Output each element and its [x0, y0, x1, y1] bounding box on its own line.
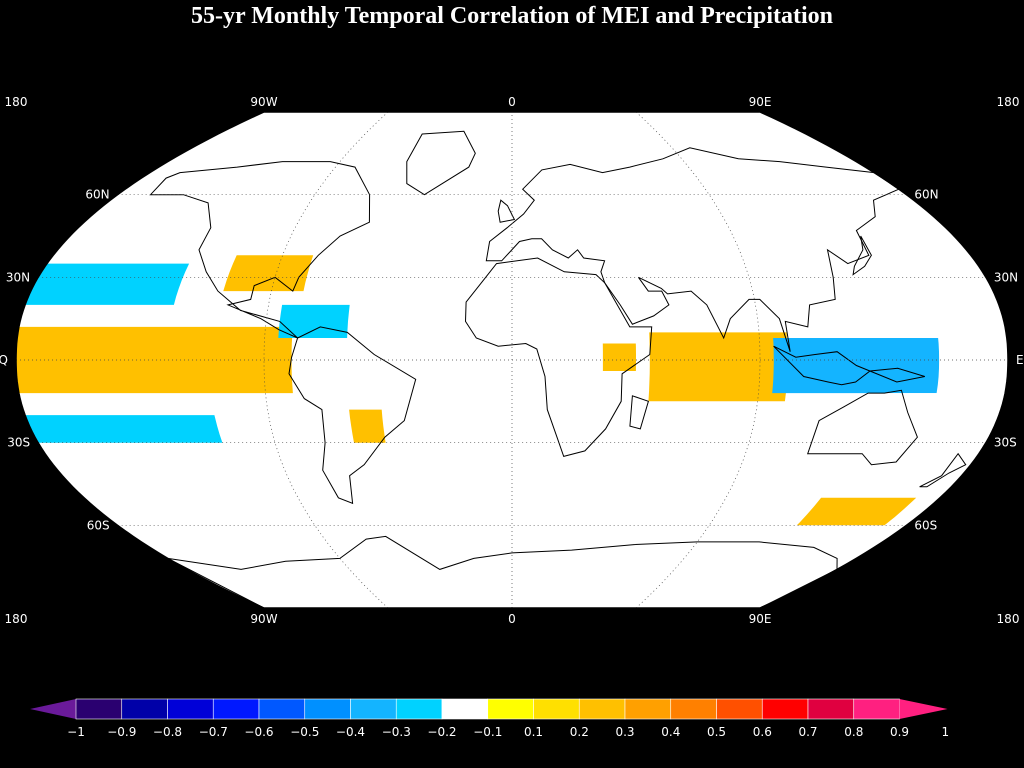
colorbar-tick-label: 1	[941, 725, 949, 739]
longitude-labels-bottom: 180 90W 0 90E 180	[5, 612, 1020, 626]
field-north-pacific-30n	[25, 263, 190, 305]
colorbar-below-triangle	[30, 699, 76, 719]
colorbar-swatch	[853, 698, 900, 720]
colorbar-tick-label: 0.6	[753, 725, 772, 739]
outline-south-america	[288, 326, 417, 505]
outline-japan	[852, 235, 872, 276]
colorbar-swatch	[212, 698, 260, 720]
colorbar-tick-label: 0.2	[570, 725, 589, 739]
lon-label-top: 90E	[749, 95, 772, 109]
field-southern-ocean-indian	[584, 464, 767, 493]
field-tropical-pacific-band	[16, 326, 293, 394]
field-east-africa	[602, 343, 636, 371]
lon-label-bottom: 90E	[749, 612, 772, 626]
globe-robinson	[16, 112, 1008, 608]
colorbar	[30, 698, 948, 720]
field-siberia	[676, 194, 838, 228]
colorbar-swatch	[395, 698, 443, 720]
lat-label-right: 60S	[914, 518, 937, 532]
colorbar-tick-label: 0.4	[661, 725, 680, 739]
field-southeast-pacific-60s	[796, 497, 917, 526]
continent-outlines	[149, 130, 967, 608]
lat-label-right: 30S	[994, 436, 1017, 450]
colorbar-tick-label: −0.7	[199, 725, 228, 739]
colorbar-tick-label: 0.7	[798, 725, 817, 739]
colorbar-swatch	[761, 698, 809, 720]
outline-greenland	[406, 130, 476, 196]
field-australia-east	[860, 393, 937, 457]
lat-label-right: 30N	[994, 270, 1018, 284]
lon-label-top: 180	[5, 95, 28, 109]
lon-label-top: 90W	[250, 95, 277, 109]
colorbar-swatch	[624, 698, 672, 720]
latitude-labels-right: 60N 30N EQ 30S 60S	[914, 188, 1024, 533]
colorbar-swatch	[167, 698, 214, 720]
colorbar-swatch	[807, 698, 855, 720]
lon-label-top: 180	[997, 95, 1020, 109]
colorbar-above-triangle	[899, 699, 948, 719]
lat-label-right: 60N	[914, 188, 938, 202]
outline-new-zealand	[919, 452, 967, 488]
outline-australia	[806, 389, 918, 466]
colorbar-tick-label: −0.2	[427, 725, 456, 739]
outline-africa	[464, 257, 653, 457]
colorbar-labels: −1 −0.9 −0.8 −0.7 −0.6 −0.5 −0.4 −0.3 −0.2 −0.1 0.…	[67, 725, 949, 739]
field-south-america-southeast	[349, 409, 386, 443]
colorbar-swatch	[441, 698, 489, 720]
colorbar-tick-label: −0.4	[336, 725, 365, 739]
lat-label-left: 60S	[87, 518, 110, 532]
field-gulf-coast-usa	[223, 255, 314, 292]
lat-label-left: EQ	[0, 353, 8, 367]
colorbar-swatch	[350, 698, 397, 720]
colorbar-swatch	[258, 698, 306, 720]
colorbar-tick-label: 0.8	[844, 725, 863, 739]
field-southern-africa	[559, 409, 607, 443]
field-southern-ocean-pacific	[112, 475, 329, 512]
outline-indonesia	[773, 345, 925, 386]
colorbar-tick-label: −0.6	[244, 725, 273, 739]
field-caribbean	[278, 304, 350, 338]
colorbar-tick-label: −0.9	[107, 725, 136, 739]
lat-label-left: 30S	[7, 436, 30, 450]
colorbar-swatch	[75, 698, 123, 720]
colorbar-swatch	[121, 698, 168, 720]
map-title: 55-yr Monthly Temporal Correlation of ME…	[191, 3, 833, 29]
globe-border	[15, 111, 1009, 609]
colorbar-swatch	[716, 698, 763, 720]
colorbar-swatch	[578, 698, 626, 720]
longitude-labels-top: 180 90W 0 90E 180	[5, 95, 1020, 109]
colorbar-tick-label: −0.3	[382, 725, 411, 739]
lon-label-bottom: 90W	[250, 612, 277, 626]
colorbar-swatch	[487, 698, 534, 720]
colorbar-tick-label: −0.5	[290, 725, 319, 739]
colorbar-tick-label: 0.5	[707, 725, 726, 739]
colorbar-swatch	[670, 698, 717, 720]
lat-label-left: 60N	[85, 188, 109, 202]
lon-label-bottom: 180	[997, 612, 1020, 626]
colorbar-tick-label: −0.1	[473, 725, 502, 739]
graticule	[16, 112, 1008, 608]
colorbar-swatch	[304, 698, 351, 720]
colorbar-swatch	[533, 698, 580, 720]
colorbar-tick-label: −0.8	[153, 725, 182, 739]
colorbar-tick-label: 0.3	[615, 725, 634, 739]
lon-label-top: 0	[508, 95, 516, 109]
colorbar-tick-label: 0.1	[524, 725, 543, 739]
outline-eurasia	[485, 147, 900, 352]
field-tropical-atlantic	[374, 332, 471, 369]
lon-label-bottom: 180	[5, 612, 28, 626]
outline-north-america	[149, 161, 371, 339]
outline-madagascar	[629, 395, 650, 430]
lon-label-bottom: 0	[508, 612, 516, 626]
field-indian-ocean	[648, 332, 788, 402]
lat-label-left: 30N	[6, 270, 30, 284]
lat-label-right: EQ	[1016, 353, 1024, 367]
colorbar-tick-label: 0.9	[890, 725, 909, 739]
latitude-labels-left: 60N 30N EQ 30S 60S	[0, 188, 110, 533]
field-south-atlantic	[407, 448, 500, 476]
field-south-pacific-30s	[25, 415, 223, 443]
colorbar-tick-label: −1	[67, 725, 85, 739]
